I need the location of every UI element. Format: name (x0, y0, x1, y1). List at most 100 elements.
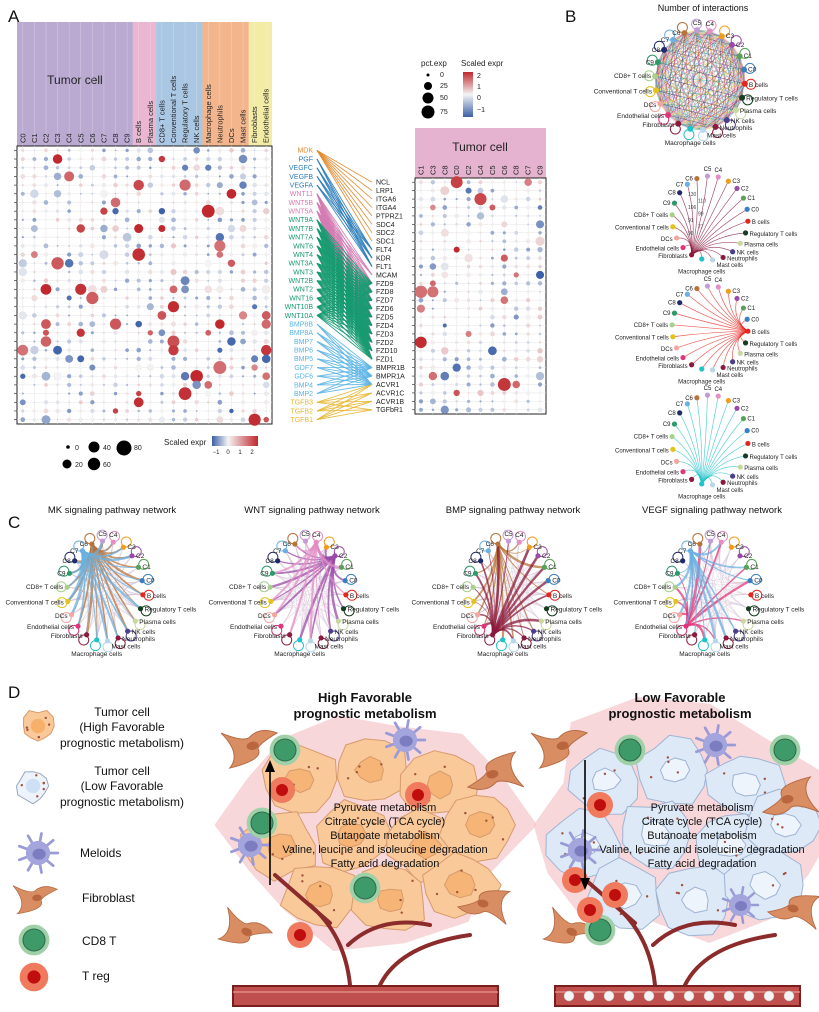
dot (213, 361, 227, 375)
dot (183, 261, 187, 265)
ligand-label: BMP8A (289, 330, 313, 337)
dot (41, 415, 51, 425)
dot (136, 235, 141, 240)
dot (100, 207, 108, 215)
fibroblast-icon (761, 776, 819, 815)
node (712, 638, 719, 644)
edge (315, 542, 332, 632)
dot (124, 252, 130, 257)
dot (429, 398, 436, 405)
dot (160, 270, 164, 274)
tumor-cell-dot (271, 853, 275, 856)
dot (252, 226, 257, 231)
dot (90, 279, 94, 283)
pathway-item: Citrate cycle (TCA cycle) (642, 816, 762, 828)
pathway-item: Valine, leucine and isoleucine degradati… (599, 844, 804, 856)
ligand-label: TGFB3 (290, 400, 313, 407)
dot (33, 383, 36, 386)
dot (537, 306, 543, 311)
node (694, 395, 700, 401)
dot (443, 366, 447, 369)
self-loop (281, 634, 293, 646)
dot (514, 230, 519, 235)
legend-tumor-high: (High Favorable (79, 720, 165, 734)
self-loop (68, 624, 80, 636)
pathway-item: Butanoate metabolism (647, 830, 756, 842)
dot (240, 269, 246, 275)
edge (81, 550, 142, 610)
column-label: C8 (440, 165, 449, 175)
node-label: Conventional T cells (6, 599, 65, 606)
dot (442, 205, 448, 210)
dot (227, 259, 236, 267)
panel-label-d: D (8, 683, 20, 702)
dot (102, 218, 106, 222)
dot (442, 323, 447, 328)
dot (99, 250, 109, 260)
ligand-label: WNT10A (285, 313, 314, 320)
dot (207, 401, 210, 404)
node (741, 66, 748, 73)
edge (696, 29, 746, 85)
edge (691, 176, 719, 255)
meloid-nucleus (399, 735, 413, 747)
size-dot (66, 445, 70, 449)
dot (76, 224, 85, 233)
dot (535, 236, 545, 246)
dot (538, 189, 542, 192)
node (699, 256, 705, 262)
dot (21, 288, 24, 291)
dot (264, 269, 269, 275)
edge (667, 83, 746, 116)
self-loop (531, 630, 543, 642)
tumor-cell-dot (291, 847, 295, 850)
dot (87, 284, 97, 294)
dot (101, 200, 106, 205)
dot (217, 374, 222, 379)
expr-tick: −1 (477, 107, 485, 114)
edge (657, 61, 745, 70)
dot (33, 323, 36, 326)
dot (264, 217, 269, 222)
expr-tick: 1 (477, 84, 481, 91)
dot (101, 374, 106, 379)
edge (690, 83, 746, 130)
node (689, 252, 695, 258)
self-loop (733, 630, 745, 642)
edge (672, 324, 748, 332)
dot (136, 287, 141, 292)
node (521, 635, 527, 641)
dot (137, 218, 140, 221)
dot (440, 228, 449, 237)
edge-weight-label: 106 (688, 205, 697, 211)
dot (33, 149, 36, 152)
dot (515, 223, 518, 226)
dot (67, 278, 71, 283)
dot (21, 392, 24, 395)
node (737, 240, 743, 246)
size-dot (88, 441, 100, 453)
dot (125, 262, 129, 265)
node (485, 548, 491, 554)
dot (195, 314, 198, 317)
edge (684, 32, 737, 111)
dot (440, 186, 450, 196)
fibroblast-icon (456, 890, 512, 925)
dot (241, 235, 245, 239)
dot (466, 272, 471, 278)
self-loop (544, 558, 556, 570)
edge (687, 403, 703, 484)
dot (419, 281, 423, 286)
link-line (316, 262, 373, 284)
dot (430, 222, 435, 227)
dot (479, 299, 482, 302)
dot (21, 148, 25, 152)
dot (102, 366, 106, 369)
dot (102, 357, 106, 361)
dot (443, 383, 447, 386)
dot (525, 205, 531, 210)
edge (691, 178, 698, 255)
node (669, 433, 675, 440)
node-label: Mast cells (707, 133, 737, 140)
